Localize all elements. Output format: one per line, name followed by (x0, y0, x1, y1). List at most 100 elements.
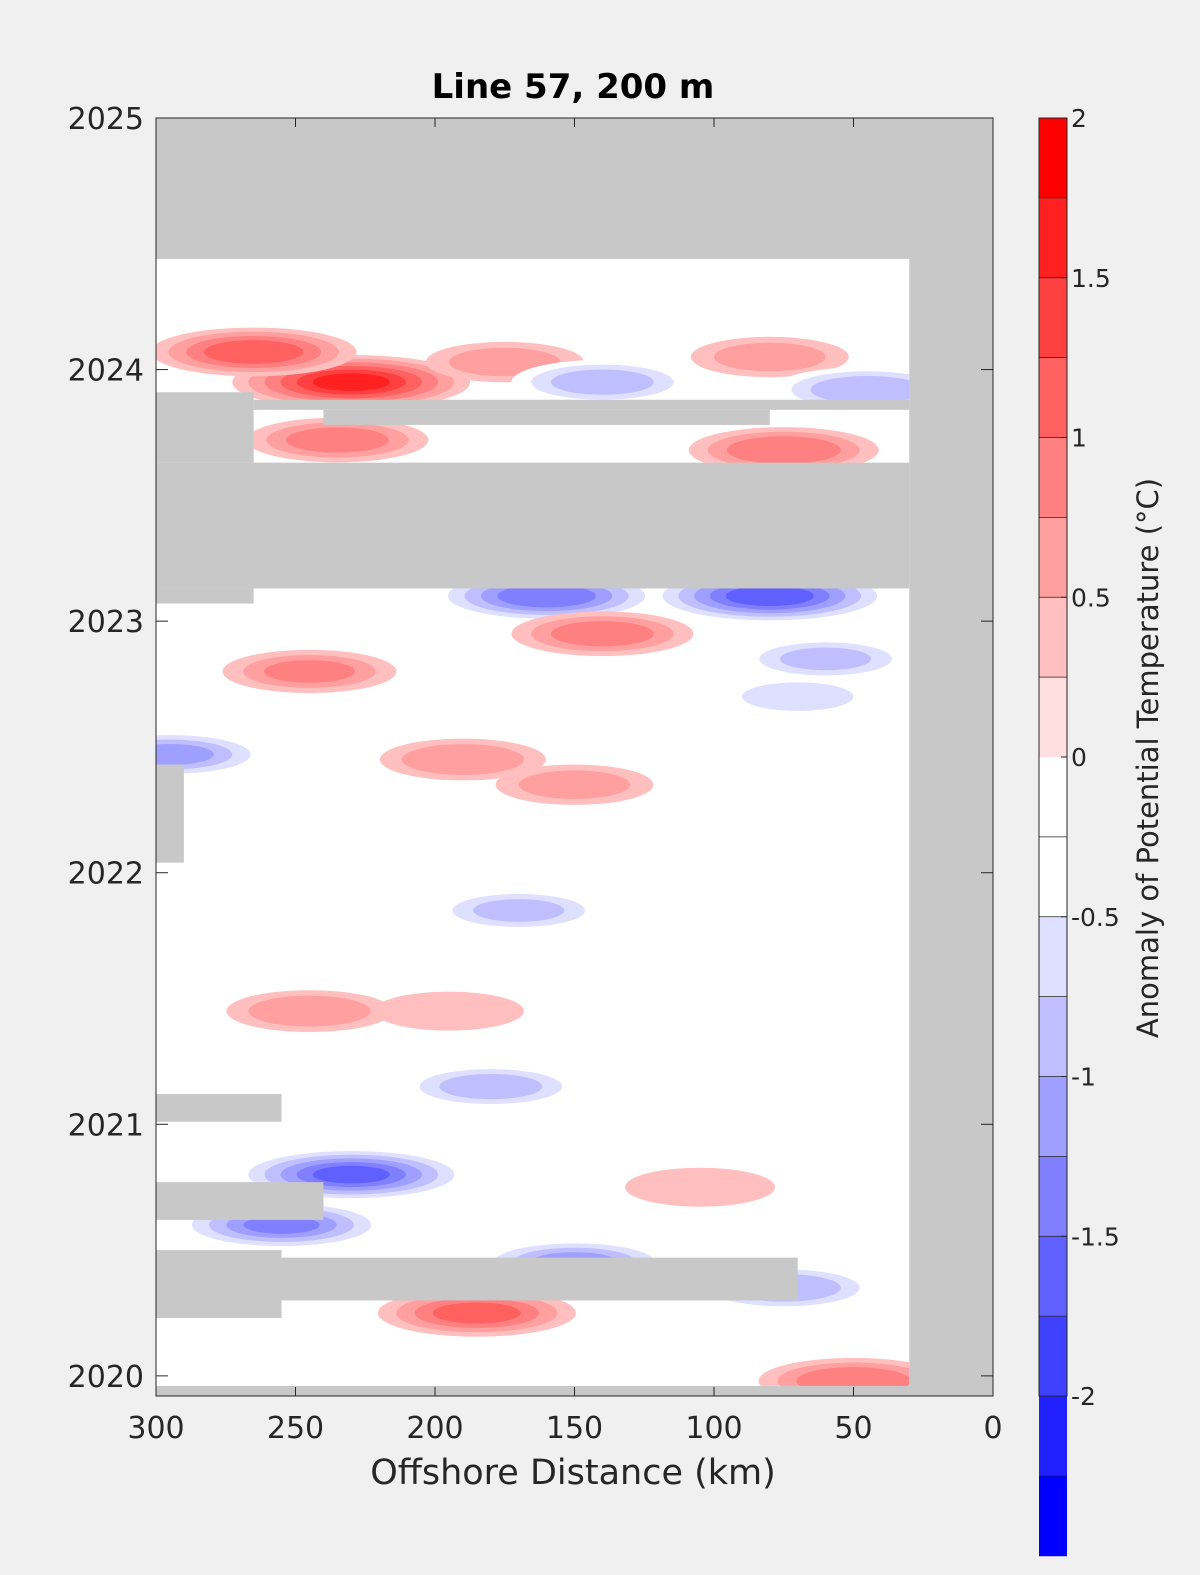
colorbar-swatch (1039, 757, 1067, 838)
anomaly-contour (497, 584, 596, 608)
anomaly-contour (439, 1073, 543, 1100)
anomaly-contour (714, 342, 826, 372)
anomaly-contour (156, 743, 214, 766)
no-data-region (156, 1182, 324, 1220)
x-axis: 300 250 200 150 100 50 0 (127, 118, 1003, 1446)
anomaly-feature (399, 1064, 582, 1109)
colorbar-tick-label: -1.5 (1071, 1222, 1120, 1251)
colorbar-swatch (1039, 677, 1067, 758)
y-tick-label: 2023 (68, 605, 144, 640)
anomaly-contour (401, 744, 525, 775)
anomaly-contour (810, 375, 910, 404)
x-tick-label: 250 (267, 1411, 324, 1446)
colorbar-tick-label: -0.5 (1071, 903, 1120, 932)
colorbar-swatch (1039, 197, 1067, 279)
anomaly-contour (312, 1165, 390, 1184)
colorbar-swatch (1039, 916, 1067, 998)
colorbar-tick-label: 2 (1071, 104, 1087, 133)
anomaly-contour (243, 1216, 320, 1234)
anomaly-contour (432, 1302, 521, 1324)
colorbar-tick-label: 0.5 (1071, 583, 1111, 612)
colorbar-swatch (1039, 1396, 1067, 1477)
no-data-region (156, 392, 254, 463)
x-tick-label: 300 (127, 1411, 184, 1446)
colorbar-tick-label: -2 (1071, 1382, 1096, 1411)
anomaly-contour (518, 770, 631, 799)
colorbar-swatch (1039, 118, 1067, 199)
no-data-region (253, 399, 910, 410)
colorbar-swatch (1039, 1236, 1067, 1317)
anomaly-feature (688, 427, 879, 474)
x-tick-label: 0 (983, 1411, 1002, 1446)
anomaly-contour (741, 682, 854, 711)
anomaly-feature (156, 327, 357, 377)
no-data-region (156, 588, 254, 604)
x-axis-label: Offshore Distance (km) (370, 1453, 776, 1493)
no-data-region (156, 462, 910, 589)
anomaly-feature (377, 1289, 576, 1337)
y-tick-label: 2025 (68, 102, 144, 137)
chart-title: Line 57, 200 m (432, 67, 715, 107)
anomaly-feature (625, 1167, 776, 1207)
anomaly-feature (373, 991, 524, 1031)
anomaly-contour (625, 1167, 776, 1207)
colorbar-tick-label: 1.5 (1071, 264, 1111, 293)
anomaly-feature (156, 730, 269, 779)
y-axis: 2020 2021 2022 2023 2024 2025 (68, 102, 993, 1395)
no-data-region (323, 409, 770, 425)
anomaly-feature (583, 1041, 734, 1081)
anomaly-contour (796, 1367, 910, 1386)
x-tick-label: 150 (546, 1411, 603, 1446)
anomaly-contour (583, 1041, 734, 1081)
x-tick-label: 50 (834, 1411, 872, 1446)
anomaly-contour (725, 585, 814, 607)
anomaly-feature (222, 649, 397, 694)
anomaly-contour (473, 899, 565, 922)
anomaly-contour (263, 660, 356, 683)
anomaly-contour (203, 340, 304, 364)
anomaly-feature (738, 637, 910, 681)
colorbar-swatch (1039, 1156, 1067, 1237)
no-data-region (156, 1250, 282, 1319)
anomaly-contour (726, 436, 841, 464)
colorbar-swatch (1039, 1475, 1067, 1557)
anomaly-contour (312, 373, 390, 391)
no-data-region (156, 764, 184, 863)
anomaly-feature (246, 417, 429, 463)
anomaly-feature (690, 336, 849, 378)
colorbar: 2 1.5 1 0.5 0 -0.5 -1 -1.5 -2 (1038, 104, 1120, 1557)
colorbar-swatch (1039, 277, 1067, 359)
anomaly-contour (248, 995, 371, 1027)
y-tick-label: 2024 (68, 354, 144, 389)
anomaly-contour (285, 427, 389, 453)
no-data-region (156, 118, 993, 259)
colorbar-tick-label: 0 (1071, 743, 1087, 772)
colorbar-swatch (1039, 597, 1067, 678)
no-data-region (281, 1257, 798, 1301)
y-tick-label: 2022 (68, 857, 144, 892)
no-data-region (156, 1094, 282, 1122)
anomaly-feature (511, 611, 694, 657)
colorbar-swatch (1039, 1316, 1067, 1397)
y-tick-label: 2021 (68, 1108, 144, 1143)
colorbar-tick-label: 1 (1071, 424, 1087, 453)
anomaly-contour (373, 991, 524, 1031)
colorbar-swatch (1039, 357, 1067, 438)
y-tick-label: 2020 (68, 1360, 144, 1395)
x-tick-label: 100 (685, 1411, 742, 1446)
plot-area (155, 117, 994, 1397)
no-data-region (909, 118, 993, 1396)
anomaly-feature (495, 764, 654, 805)
colorbar-swatch (1039, 517, 1067, 598)
colorbar-tick-label: -1 (1071, 1063, 1096, 1092)
anomaly-contour (780, 647, 872, 671)
colorbar-label: Anomaly of Potential Temperature (°C) (1131, 478, 1165, 1038)
colorbar-swatch (1039, 1076, 1067, 1157)
anomaly-feature (226, 990, 393, 1032)
anomaly-contour (550, 369, 654, 395)
anomaly-feature (758, 1357, 910, 1386)
anomaly-feature (431, 888, 606, 933)
x-tick-label: 200 (406, 1411, 463, 1446)
anomaly-feature (718, 676, 877, 717)
